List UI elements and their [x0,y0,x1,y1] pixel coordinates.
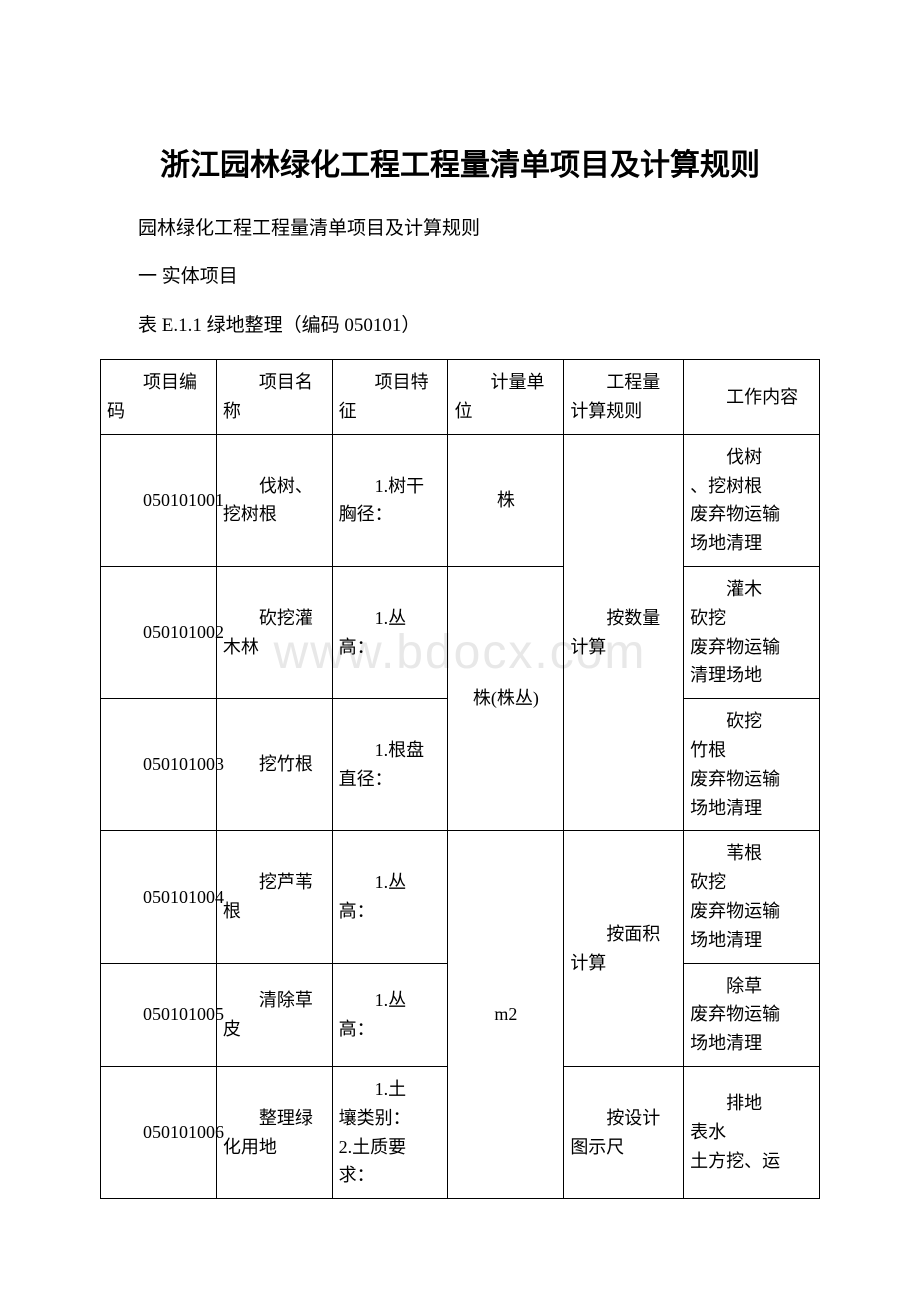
cell-name: 伐树、挖树根 [216,434,332,566]
subtitle: 园林绿化工程工程量清单项目及计算规则 [100,214,820,244]
cell-work: 灌木 砍挖 废弃物运输 清理场地 [684,567,820,699]
table-row: 050101004 挖芦苇根 1.丛高： m2 按面积计算 苇根 砍挖 废弃物运… [101,831,820,963]
cell-feature: 1.土 壤类别： 2.土质要求： [332,1067,448,1199]
cell-work: 苇根 砍挖 废弃物运输 场地清理 [684,831,820,963]
header-code: 项目编码 [101,360,217,435]
cell-code: 050101003 [101,699,217,831]
page-title: 浙江园林绿化工程工程量清单项目及计算规则 [100,140,820,184]
cell-rule: 按数量计算 [564,434,684,831]
main-table: 项目编码 项目名称 项目特征 计量单位 工程量计算规则 工作内容 0501010… [100,359,820,1199]
cell-feature: 1.丛高： [332,963,448,1066]
cell-rule: 按设计图示尺 [564,1067,684,1199]
cell-code: 050101001 [101,434,217,566]
cell-name: 挖竹根 [216,699,332,831]
cell-work: 排地 表水 土方挖、运 [684,1067,820,1199]
table-row: 050101002 砍挖灌木林 1.丛高： 株(株丛) 灌木 砍挖 废弃物运输 … [101,567,820,699]
cell-name: 整理绿化用地 [216,1067,332,1199]
table-caption: 表 E.1.1 绿地整理（编码 050101） [100,311,820,341]
cell-unit: 株 [448,434,564,566]
cell-name: 清除草皮 [216,963,332,1066]
cell-feature: 1.树干胸径： [332,434,448,566]
cell-work: 砍挖 竹根 废弃物运输 场地清理 [684,699,820,831]
cell-code: 050101006 [101,1067,217,1199]
cell-feature: 1.丛高： [332,831,448,963]
header-feature: 项目特征 [332,360,448,435]
cell-unit: 株(株丛) [448,567,564,831]
cell-name: 挖芦苇根 [216,831,332,963]
cell-code: 050101005 [101,963,217,1066]
header-name: 项目名称 [216,360,332,435]
cell-feature: 1.根盘直径： [332,699,448,831]
cell-name: 砍挖灌木林 [216,567,332,699]
header-rule: 工程量计算规则 [564,360,684,435]
header-unit: 计量单位 [448,360,564,435]
table-row: 050101001 伐树、挖树根 1.树干胸径： 株 按数量计算 伐树 、挖树根… [101,434,820,566]
section-label: 一 实体项目 [100,262,820,292]
cell-rule: 按面积计算 [564,831,684,1067]
cell-work: 伐树 、挖树根 废弃物运输 场地清理 [684,434,820,566]
table-header-row: 项目编码 项目名称 项目特征 计量单位 工程量计算规则 工作内容 [101,360,820,435]
cell-code: 050101004 [101,831,217,963]
cell-code: 050101002 [101,567,217,699]
header-work: 工作内容 [684,360,820,435]
cell-feature: 1.丛高： [332,567,448,699]
cell-unit: m2 [448,831,564,1199]
cell-work: 除草 废弃物运输 场地清理 [684,963,820,1066]
